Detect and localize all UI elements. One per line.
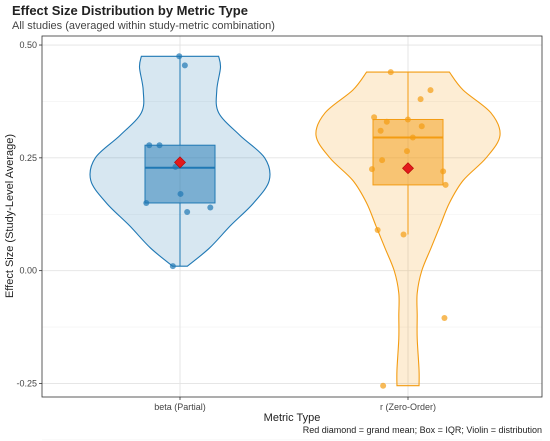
data-point: [369, 166, 376, 173]
y-tick-label: 0.00: [19, 266, 37, 276]
y-axis-label: Effect Size (Study-Level Average): [4, 134, 16, 298]
y-tick-label: 0.50: [19, 40, 37, 50]
chart-subtitle: All studies (averaged within study-metri…: [12, 20, 275, 32]
mean-diamond: [174, 156, 186, 169]
data-point: [427, 87, 434, 94]
data-point: [177, 190, 184, 197]
data-point: [440, 168, 447, 175]
data-point: [441, 315, 448, 322]
y-tick-label: -0.25: [16, 378, 37, 388]
y-tick-label: 0.25: [19, 153, 37, 163]
data-point: [379, 157, 386, 164]
chart-caption: Red diamond = grand mean; Box = IQR; Vio…: [302, 425, 542, 435]
mean-diamond: [402, 162, 414, 175]
data-point: [371, 114, 378, 121]
data-point: [417, 96, 424, 103]
data-point: [143, 199, 150, 206]
plot-border: [41, 35, 543, 398]
data-point: [400, 231, 407, 238]
data-point: [181, 62, 188, 69]
data-point: [377, 127, 384, 134]
data-point: [387, 69, 394, 76]
data-point: [176, 53, 183, 60]
x-axis-ticks: beta (Partial) r (Zero-Order): [154, 397, 436, 412]
data-point: [404, 116, 411, 123]
data-point: [383, 118, 390, 125]
data-point: [146, 142, 153, 149]
box-plots: [144, 56, 444, 267]
data-point: [207, 204, 214, 211]
data-point: [172, 163, 179, 170]
data-point: [156, 142, 163, 149]
data-point: [374, 227, 381, 234]
mean-markers: [174, 156, 414, 175]
data-point: [442, 181, 449, 188]
data-point: [418, 123, 425, 130]
data-point: [169, 263, 176, 270]
x-tick-label: beta (Partial): [154, 402, 206, 412]
chart-title: Effect Size Distribution by Metric Type: [12, 3, 248, 18]
x-tick-label: r (Zero-Order): [380, 402, 436, 412]
y-axis-ticks: -0.25 0.00 0.25 0.50: [16, 40, 42, 388]
data-point: [403, 148, 410, 155]
data-point: [380, 382, 387, 389]
data-point: [184, 208, 191, 215]
data-point: [409, 134, 416, 141]
plot-panel: [42, 36, 542, 397]
data-points: [143, 53, 449, 389]
x-axis-label: Metric Type: [264, 412, 321, 424]
